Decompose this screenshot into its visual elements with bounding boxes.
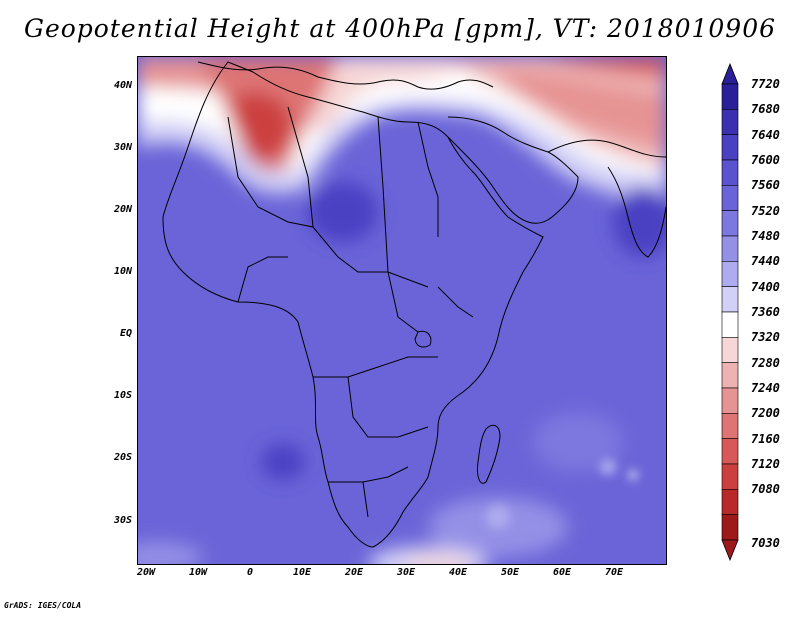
colorbar-swatch [721,134,739,161]
colorbar-swatch [721,311,739,338]
colorbar-min-triangle [721,539,739,562]
colorbar-label: 7240 [751,381,780,395]
field-high-namibia [261,444,305,480]
colorbar-label: 7440 [751,254,780,269]
border-3 [377,116,389,273]
colorbar-label: 7520 [751,203,780,218]
colorbar-swatch [721,261,739,287]
field-south-indian-ocean [533,412,623,472]
lat-label-10s: 10S [113,390,132,401]
field-blob-1 [486,505,510,529]
colorbar-swatch [721,286,739,313]
lat-label-30s: 30S [113,515,132,526]
lon-label-60e: 60E [552,567,572,578]
lon-label-30e: 30E [396,567,416,578]
colorbar-swatch [721,210,739,237]
lon-label-20e: 20E [344,567,364,578]
border-9 [362,481,369,518]
madagascar-coast [477,424,501,484]
lake-victoria [414,330,432,348]
lat-label-eq: EQ [119,328,132,339]
field-sw-edge [138,542,203,564]
lon-label-10e: 10E [292,567,312,578]
field-high-india [613,187,666,257]
colorbar-swatch [721,185,739,211]
colorbar-label: 7360 [751,305,780,319]
border-5 [237,256,288,303]
colorbar-swatch [721,438,739,465]
lon-label-70e: 70E [604,567,624,578]
colorbar-label: 7400 [751,279,780,294]
colorbar-swatch [721,362,739,389]
border-8 [328,466,409,483]
colorbar-label: 7200 [751,406,780,421]
field-east-core [498,67,666,147]
colorbar-label: 7120 [751,457,780,471]
lat-label-20n: 20N [113,204,132,215]
map-plot-area [137,56,667,565]
border-10 [387,271,419,333]
lat-label-20s: 20S [113,452,132,463]
field-detail [486,459,637,529]
lon-label-50e: 50E [500,567,520,578]
field-maghreb-core [233,92,293,161]
colorbar-swatch [721,463,739,490]
lon-label-10w: 10W [188,567,208,578]
colorbar-swatch [721,387,739,414]
coastlines [162,61,666,548]
lon-label-40e: 40E [448,567,468,578]
border-11 [437,286,474,318]
colorbar-label: 7480 [751,229,780,243]
colorbar-swatch [721,337,739,363]
field-blob-2 [600,459,616,475]
colorbar-swatch [721,109,739,135]
colorbar-swatch [721,489,739,515]
lat-label-30n: 30N [113,142,132,153]
colorbar-label: 7160 [751,431,780,446]
field-pink-1 [298,57,468,133]
colorbar-max-triangle [721,62,739,85]
colorbar-label: 7080 [751,482,780,497]
colorbar [721,62,739,562]
colorbar-label: 7280 [751,355,780,370]
border-7 [347,376,429,438]
lon-label-20w: 20W [136,567,156,578]
height-field [138,57,666,564]
colorbar-label: 7720 [751,77,780,91]
colorbar-swatch [721,235,739,262]
field-south-edge-pink [403,556,473,564]
footer-credit: GrADS: IGES/COLA [4,601,82,610]
lat-label-10n: 10N [113,266,132,277]
lon-label-0: 0 [246,567,254,578]
colorbar-swatch [721,159,739,186]
india-coast [607,166,666,258]
colorbar-label: 7320 [751,330,780,345]
lat-label-40n: 40N [113,80,132,91]
chart-title: Geopotential Height at 400hPa [gpm], VT:… [23,14,777,43]
arabia-coast [447,116,579,224]
colorbar-label: 7600 [751,153,780,167]
europe-coast [197,61,494,90]
border-2 [287,106,314,228]
iran-coast [547,139,666,158]
map-svg [138,57,666,564]
field-high-sudan [308,182,378,242]
colorbar-label: 7030 [751,536,780,550]
colorbar-swatch [721,514,739,541]
colorbar-label: 7560 [751,178,780,193]
colorbar-label: 7680 [751,102,780,117]
colorbar-swatch [721,83,739,110]
field-east-trough [438,57,666,167]
border-6 [313,356,438,378]
border-4 [417,121,439,237]
field-east-deep [538,57,666,77]
field-blob-3 [629,471,637,479]
colorbar-swatch [721,413,739,439]
colorbar-label: 7640 [751,127,780,142]
